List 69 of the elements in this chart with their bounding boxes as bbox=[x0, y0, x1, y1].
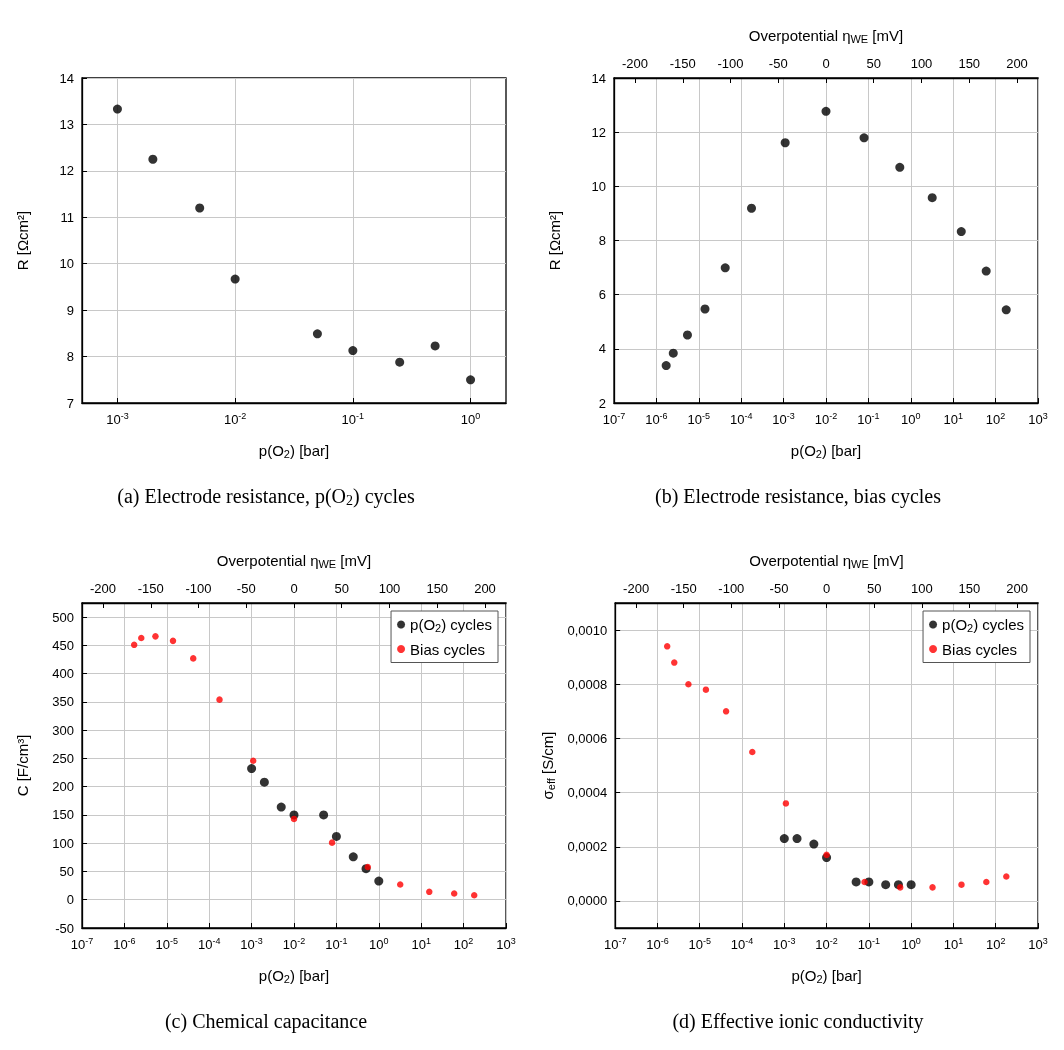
x2-tick-label: 200 bbox=[474, 581, 496, 596]
y-tick-label: 150 bbox=[52, 807, 74, 823]
y-axis-title: R [Ωcm²] bbox=[14, 210, 31, 271]
y-tick-label: 0,0004 bbox=[567, 785, 608, 801]
x2-tick-label: 50 bbox=[334, 581, 349, 596]
x2-tick-label: -50 bbox=[768, 56, 788, 71]
x2-tick-label: 200 bbox=[1006, 56, 1028, 71]
y-tick-label: 13 bbox=[59, 116, 74, 132]
y-tick-label: 9 bbox=[66, 302, 74, 318]
x2-tick-label: -200 bbox=[89, 581, 117, 596]
y-axis-title: σeff [S/cm] bbox=[539, 731, 557, 800]
x2-tick-label: 150 bbox=[426, 581, 449, 596]
x2-tick-label: -200 bbox=[621, 56, 649, 71]
x2-tick-label: 150 bbox=[958, 56, 981, 71]
x2-tick-label: 100 bbox=[378, 581, 401, 596]
text: (c) Chemical capacitance bbox=[164, 1010, 368, 1033]
x2-tick-label: -150 bbox=[670, 581, 697, 596]
y-tick-label: -50 bbox=[55, 920, 74, 936]
y-tick-label: 14 bbox=[59, 70, 74, 86]
x2-tick-label: -50 bbox=[769, 581, 789, 596]
y-tick-label: 14 bbox=[591, 70, 606, 86]
y-tick-label: 2 bbox=[598, 395, 606, 411]
y-tick-label: 200 bbox=[52, 779, 74, 795]
x2-tick-label: -50 bbox=[236, 581, 256, 596]
x2-tick-label: 0 bbox=[822, 56, 830, 71]
y-tick-label: 0,0002 bbox=[567, 839, 608, 855]
x2-tick-label: -100 bbox=[717, 56, 744, 71]
y-tick-label: 6 bbox=[598, 287, 606, 303]
y-tick-label: 400 bbox=[52, 666, 74, 682]
y-tick-label: 50 bbox=[59, 863, 74, 879]
y-tick-label: 350 bbox=[52, 694, 74, 710]
y-tick-label: 10 bbox=[59, 256, 74, 272]
y-tick-label: 10 bbox=[591, 178, 606, 194]
x2-tick-label: 100 bbox=[910, 581, 933, 596]
legend-label: Bias cycles bbox=[942, 640, 1018, 658]
x2-tick-label: 150 bbox=[958, 581, 981, 596]
y-axis-title: C [F/cm³] bbox=[14, 734, 31, 797]
x2-tick-label: -150 bbox=[137, 581, 164, 596]
legend-label: Bias cycles bbox=[410, 640, 486, 658]
text: (d) Effective ionic conductivity bbox=[672, 1010, 924, 1033]
y-tick-label: 0,0010 bbox=[567, 622, 608, 638]
y-tick-label: 12 bbox=[59, 163, 74, 179]
x2-tick-label: -200 bbox=[623, 581, 650, 596]
y-tick-label: 0,0008 bbox=[567, 676, 608, 692]
y-tick-label: 12 bbox=[591, 124, 606, 140]
x2-tick-label: 50 bbox=[866, 581, 882, 596]
text: (b) Electrode resistance, bias cycles bbox=[655, 485, 942, 508]
y-tick-label: 8 bbox=[66, 349, 74, 365]
x2-tick-label: 0 bbox=[290, 581, 298, 596]
x2-tick-label: -150 bbox=[669, 56, 696, 71]
x2-tick-label: -100 bbox=[718, 581, 745, 596]
y-tick-label: 100 bbox=[52, 835, 74, 851]
y-tick-label: 250 bbox=[52, 750, 74, 766]
y-tick-label: 11 bbox=[60, 209, 74, 225]
y-tick-label: 8 bbox=[598, 233, 606, 248]
y-tick-label: 7 bbox=[66, 395, 74, 411]
y-tick-label: 500 bbox=[52, 609, 74, 625]
x2-tick-label: 100 bbox=[910, 56, 933, 71]
y-tick-label: 0 bbox=[66, 892, 74, 908]
x2-tick-label: -100 bbox=[185, 581, 212, 596]
x2-tick-label: 0 bbox=[822, 581, 831, 596]
y-axis-title: R [Ωcm²] bbox=[546, 210, 563, 271]
y-tick-label: 4 bbox=[598, 341, 606, 357]
y-tick-label: 0,0000 bbox=[567, 893, 608, 909]
y-tick-label: 300 bbox=[52, 722, 74, 738]
x2-tick-label: 200 bbox=[1006, 581, 1028, 596]
x2-tick-label: 50 bbox=[866, 56, 881, 71]
y-tick-label: 0,0006 bbox=[567, 730, 608, 746]
y-tick-label: 450 bbox=[52, 637, 74, 653]
